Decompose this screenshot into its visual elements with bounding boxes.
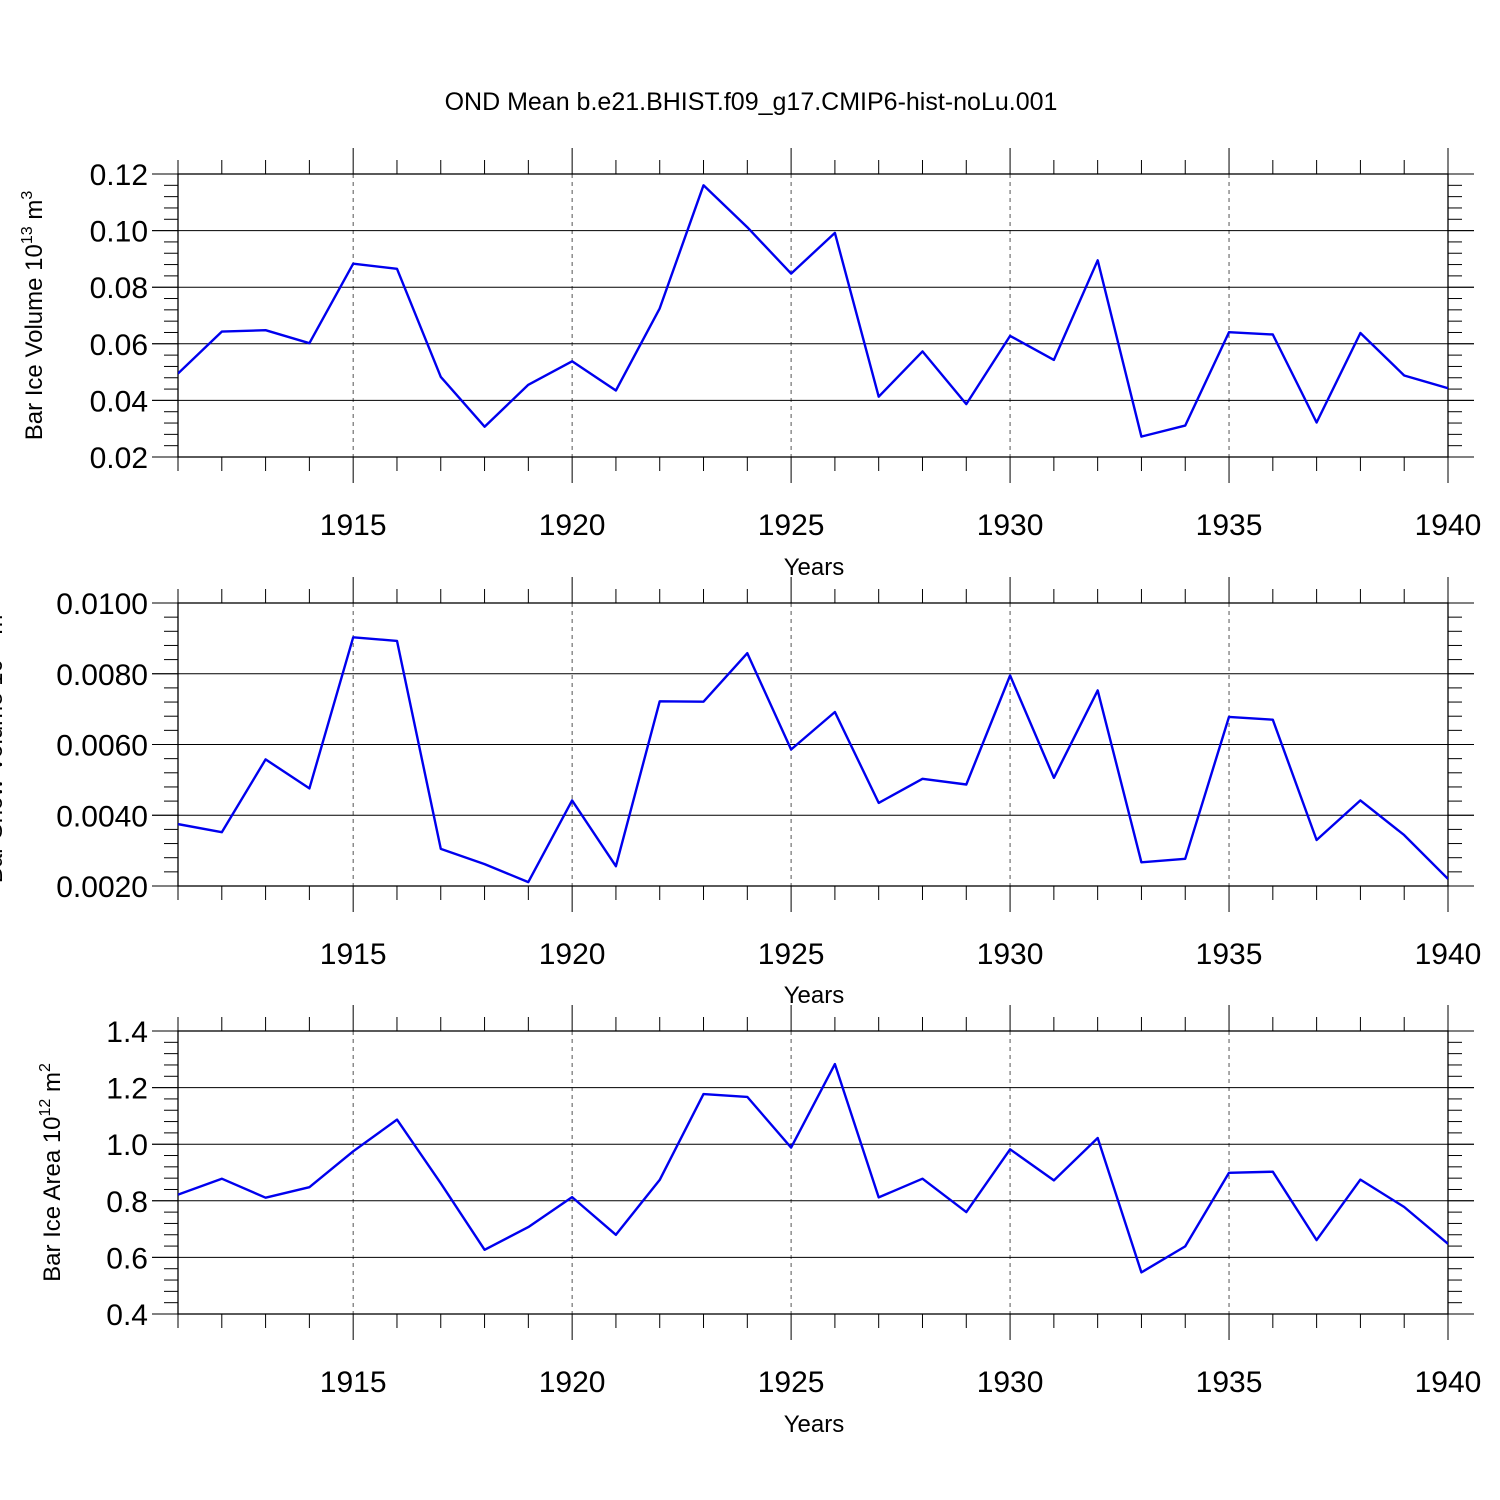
series-line bbox=[178, 184, 1448, 438]
x-axis-label: Years bbox=[784, 982, 845, 1009]
x-tick-label: 1920 bbox=[539, 1366, 606, 1399]
x-axis-label: Years bbox=[784, 554, 845, 581]
y-axis-label: Bar Ice Area 1012 m2 bbox=[37, 1063, 66, 1282]
y-tick-label: 1.2 bbox=[106, 1073, 148, 1106]
x-tick-label: 1940 bbox=[1415, 938, 1482, 971]
y-tick-label: 0.8 bbox=[106, 1186, 148, 1219]
y-tick-label: 0.0060 bbox=[56, 730, 148, 763]
x-tick-label: 1920 bbox=[539, 509, 606, 542]
y-axis-label-exp: 12 bbox=[37, 1099, 54, 1117]
y-tick-label: 0.0080 bbox=[56, 659, 148, 692]
chart-panel-1: 0.02 0.04 0.06 0.08 0.10 0.12 1915 1920 1925 1930… bbox=[19, 148, 1481, 581]
y-axis-label-text: Bar Ice Area 10 bbox=[39, 1116, 66, 1281]
y-tick-label: 0.0020 bbox=[56, 871, 148, 904]
y-axis-label-unit-exp: 2 bbox=[37, 1063, 54, 1072]
y-tick-label: 0.02 bbox=[90, 442, 148, 475]
y-axis-label-unit: m bbox=[0, 615, 8, 642]
y-tick-label: 0.12 bbox=[90, 159, 148, 192]
x-tick-label: 1935 bbox=[1196, 1366, 1263, 1399]
y-axis-label-unit-exp: 3 bbox=[19, 191, 36, 200]
x-tick-label: 1935 bbox=[1196, 509, 1263, 542]
x-axis-label: Years bbox=[784, 1411, 845, 1438]
series-line bbox=[178, 636, 1448, 884]
y-axis-label-unit: m bbox=[21, 200, 48, 227]
y-tick-label: 0.04 bbox=[90, 385, 148, 418]
chart-title: OND Mean b.e21.BHIST.f09_g17.CMIP6-hist-… bbox=[445, 88, 1058, 116]
x-tick-label: 1925 bbox=[758, 509, 825, 542]
y-tick-label: 0.0040 bbox=[56, 800, 148, 833]
y-axis-label: Bar Ice Volume 1013 m3 bbox=[19, 191, 48, 441]
series-line bbox=[178, 1062, 1448, 1274]
y-tick-label: 1.4 bbox=[106, 1016, 148, 1049]
x-tick-label: 1935 bbox=[1196, 938, 1263, 971]
y-axis-label-exp: 13 bbox=[19, 226, 36, 244]
x-tick-label: 1915 bbox=[320, 938, 387, 971]
y-axis-label-unit: m bbox=[39, 1072, 66, 1099]
plot-frame bbox=[177, 173, 1449, 458]
x-tick-label: 1940 bbox=[1415, 1366, 1482, 1399]
chart-panel-2: 0.0020 0.0040 0.0060 0.0080 0.0100 1915 1920 19… bbox=[0, 577, 1481, 1009]
y-axis-label-text: Bar Ice Volume 10 bbox=[21, 244, 48, 440]
x-tick-label: 1925 bbox=[758, 1366, 825, 1399]
x-tick-label: 1920 bbox=[539, 938, 606, 971]
x-tick-label: 1930 bbox=[977, 509, 1044, 542]
y-tick-label: 0.08 bbox=[90, 272, 148, 305]
y-tick-label: 1.0 bbox=[106, 1129, 148, 1162]
y-tick-label: 0.10 bbox=[90, 216, 148, 249]
x-tick-label: 1925 bbox=[758, 938, 825, 971]
y-tick-label: 0.0100 bbox=[56, 588, 148, 621]
x-tick-label: 1930 bbox=[977, 938, 1044, 971]
chart-panel-3: 0.4 0.6 0.8 1.0 1.2 1.4 1915 1920 1925 1930 1935 19… bbox=[37, 1005, 1481, 1438]
y-axis-label-text: Bar Snow Volume 10 bbox=[0, 659, 8, 883]
y-tick-label: 0.6 bbox=[106, 1242, 148, 1275]
y-tick-label: 0.06 bbox=[90, 329, 148, 362]
x-tick-label: 1915 bbox=[320, 509, 387, 542]
x-tick-label: 1940 bbox=[1415, 509, 1482, 542]
y-tick-label: 0.4 bbox=[106, 1299, 148, 1332]
x-tick-label: 1915 bbox=[320, 1366, 387, 1399]
y-axis-label: Bar Snow Volume 1013 m3 bbox=[0, 606, 8, 884]
x-tick-label: 1930 bbox=[977, 1366, 1044, 1399]
